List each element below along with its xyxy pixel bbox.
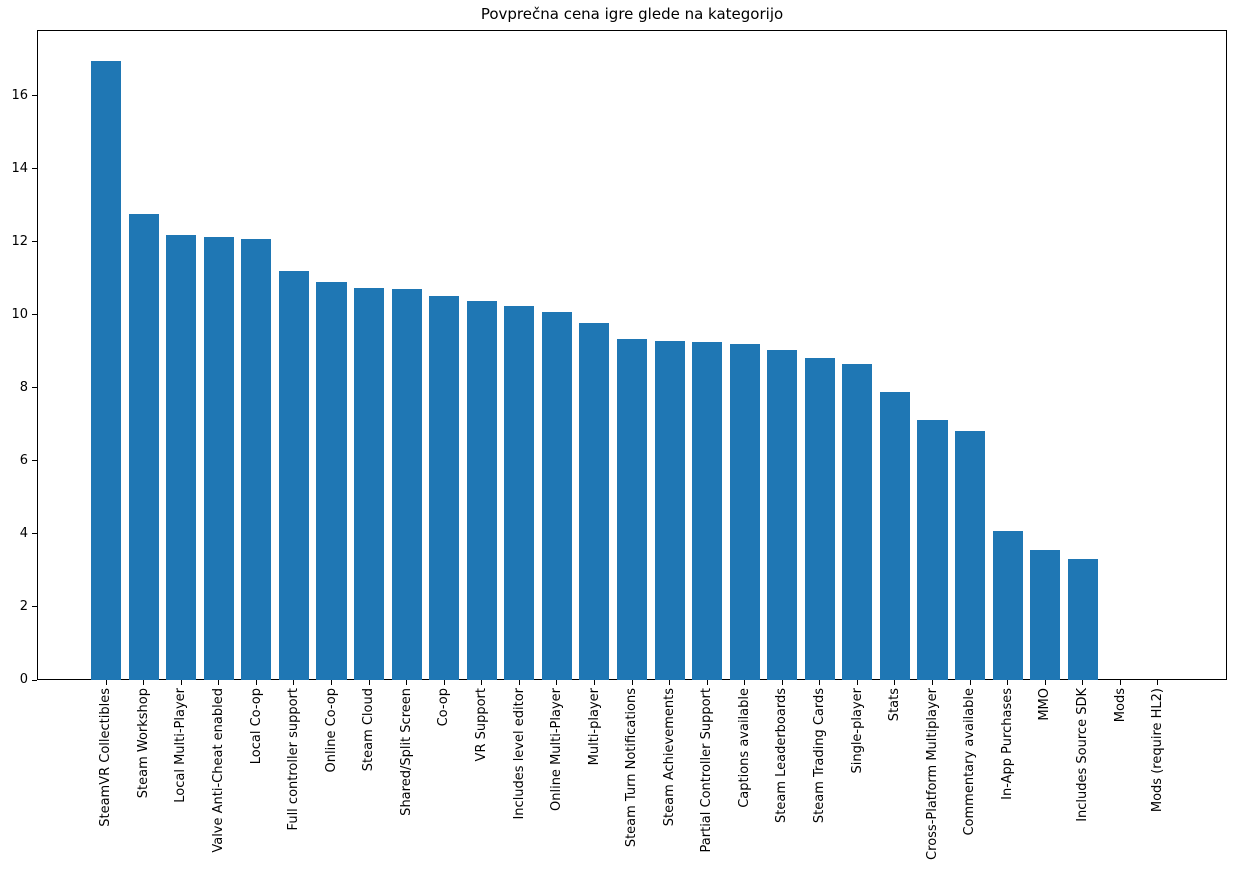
y-tick-mark bbox=[32, 95, 37, 97]
bar bbox=[579, 322, 610, 680]
bar bbox=[128, 214, 159, 680]
x-tick-mark bbox=[143, 680, 145, 685]
bar bbox=[767, 349, 798, 680]
y-tick-mark bbox=[32, 387, 37, 389]
y-tick-label: 8 bbox=[19, 379, 28, 395]
x-tick-mark bbox=[481, 680, 483, 685]
x-tick-mark bbox=[218, 680, 220, 685]
bar bbox=[879, 392, 910, 680]
x-tick-mark bbox=[406, 680, 408, 685]
y-tick-label: 16 bbox=[11, 87, 28, 103]
x-tick-mark bbox=[443, 680, 445, 685]
chart-title: Povprečna cena igre glede na kategorijo bbox=[480, 5, 784, 23]
bar bbox=[616, 338, 648, 680]
y-tick-mark bbox=[32, 679, 37, 681]
bar bbox=[203, 237, 234, 680]
x-tick-mark bbox=[293, 680, 295, 685]
bar bbox=[992, 531, 1023, 680]
bar bbox=[466, 301, 497, 680]
bar bbox=[1030, 550, 1061, 680]
x-tick-mark bbox=[368, 680, 370, 685]
x-tick-mark bbox=[330, 680, 332, 685]
bar bbox=[278, 270, 309, 680]
x-tick-mark bbox=[894, 680, 896, 685]
x-tick-mark bbox=[1157, 680, 1159, 685]
bar bbox=[541, 311, 572, 680]
x-tick-mark bbox=[819, 680, 821, 685]
x-tick-mark bbox=[180, 680, 182, 685]
x-tick-mark bbox=[781, 680, 783, 685]
x-tick-mark bbox=[932, 680, 933, 685]
bar bbox=[241, 238, 272, 680]
bar bbox=[504, 306, 535, 680]
bar bbox=[692, 342, 723, 680]
x-tick-mark bbox=[969, 680, 971, 685]
x-tick-label: Mods (require HL2) bbox=[1098, 688, 1218, 812]
y-tick-label: 14 bbox=[11, 160, 28, 176]
y-tick-label: 10 bbox=[11, 306, 28, 322]
y-tick-mark bbox=[32, 168, 37, 170]
bar bbox=[316, 282, 347, 680]
x-tick-label-text: Mods (require HL2) bbox=[1150, 688, 1166, 813]
x-tick-mark bbox=[593, 680, 595, 685]
x-tick-mark bbox=[1082, 680, 1084, 685]
bar bbox=[842, 363, 873, 680]
x-tick-mark bbox=[105, 680, 107, 685]
y-tick-label: 6 bbox=[19, 452, 28, 468]
bar bbox=[91, 61, 122, 680]
x-tick-mark bbox=[1007, 680, 1009, 685]
bar bbox=[729, 344, 760, 680]
bar bbox=[917, 420, 948, 680]
bar bbox=[391, 288, 422, 680]
bar bbox=[354, 288, 385, 680]
bar bbox=[429, 295, 460, 680]
x-tick-mark bbox=[631, 680, 633, 685]
x-tick-mark bbox=[706, 680, 708, 685]
y-tick-mark bbox=[32, 606, 37, 608]
x-tick-mark bbox=[1119, 680, 1121, 685]
y-tick-label: 2 bbox=[19, 598, 28, 614]
x-tick-mark bbox=[744, 680, 746, 685]
x-tick-mark bbox=[518, 680, 520, 685]
y-tick-label: 4 bbox=[19, 525, 28, 541]
y-tick-mark bbox=[32, 460, 37, 462]
y-tick-label: 0 bbox=[19, 672, 28, 687]
bar bbox=[166, 234, 197, 680]
bar bbox=[955, 430, 986, 680]
x-tick-mark bbox=[1044, 680, 1046, 685]
y-tick-mark bbox=[32, 533, 37, 535]
x-tick-mark bbox=[856, 680, 858, 685]
bar bbox=[1067, 558, 1098, 680]
x-tick-mark bbox=[255, 680, 257, 685]
bar bbox=[804, 357, 835, 680]
x-tick-mark bbox=[556, 680, 558, 685]
y-tick-mark bbox=[32, 241, 37, 243]
y-tick-label: 12 bbox=[11, 233, 28, 249]
x-tick-mark bbox=[669, 680, 671, 685]
y-tick-mark bbox=[32, 314, 37, 316]
bar bbox=[654, 340, 685, 680]
